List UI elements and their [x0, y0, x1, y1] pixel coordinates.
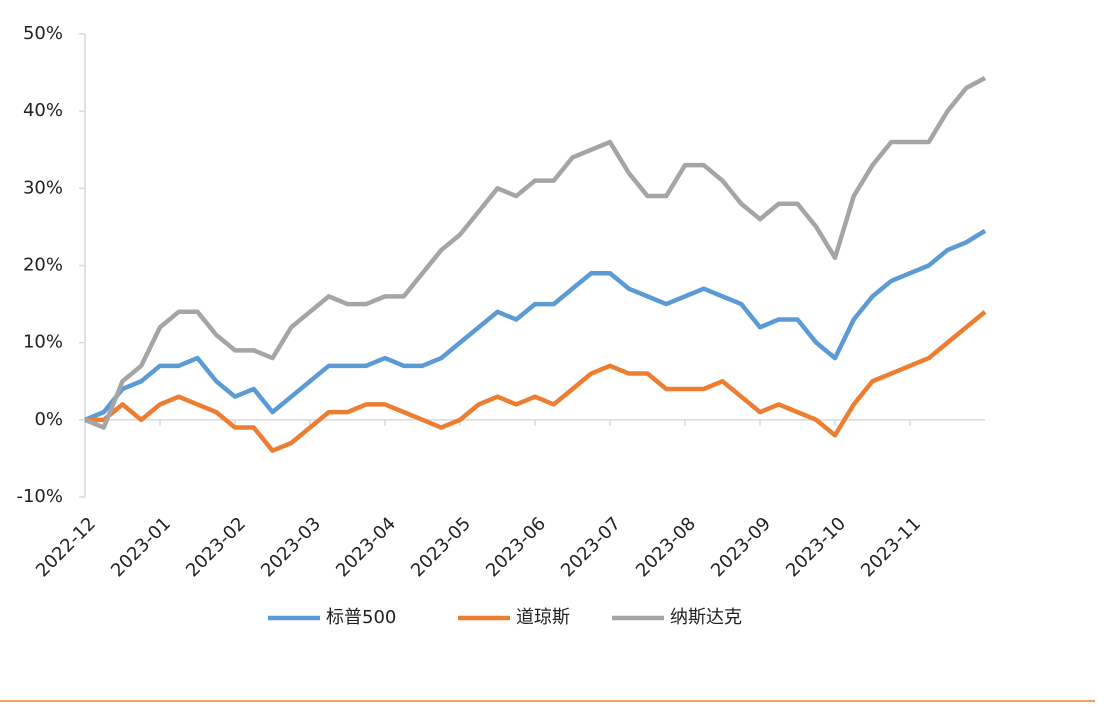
x-tick-label: 2023-05: [407, 513, 475, 581]
y-tick-label: 20%: [23, 255, 63, 276]
legend-label: 纳斯达克: [670, 607, 742, 628]
y-tick-label: 40%: [23, 100, 63, 121]
x-tick-label: 2023-06: [482, 513, 550, 581]
y-tick-label: 50%: [23, 23, 63, 44]
x-tick-label: 2023-01: [107, 513, 175, 581]
x-tick-label: 2023-11: [857, 513, 925, 581]
x-tick-label: 2023-03: [257, 513, 325, 581]
legend-label: 道琼斯: [516, 607, 570, 628]
y-tick-label: 0%: [34, 409, 63, 430]
x-tick-label: 2023-08: [632, 513, 700, 581]
y-tick-label: 10%: [23, 332, 63, 353]
x-tick-label: 2023-02: [182, 513, 250, 581]
series-line: [84, 228, 987, 422]
series-line: [85, 310, 987, 453]
legend-label: 标普500: [326, 607, 396, 628]
y-tick-label: -10%: [16, 486, 63, 507]
series-line: [84, 76, 987, 430]
x-tick-label: 2023-09: [707, 513, 775, 581]
x-tick-label: 2023-10: [782, 513, 850, 581]
y-tick-label: 30%: [23, 177, 63, 198]
x-tick-label: 2023-07: [557, 513, 625, 581]
x-tick-label: 2022-12: [32, 513, 100, 581]
x-tick-label: 2023-04: [332, 513, 400, 581]
